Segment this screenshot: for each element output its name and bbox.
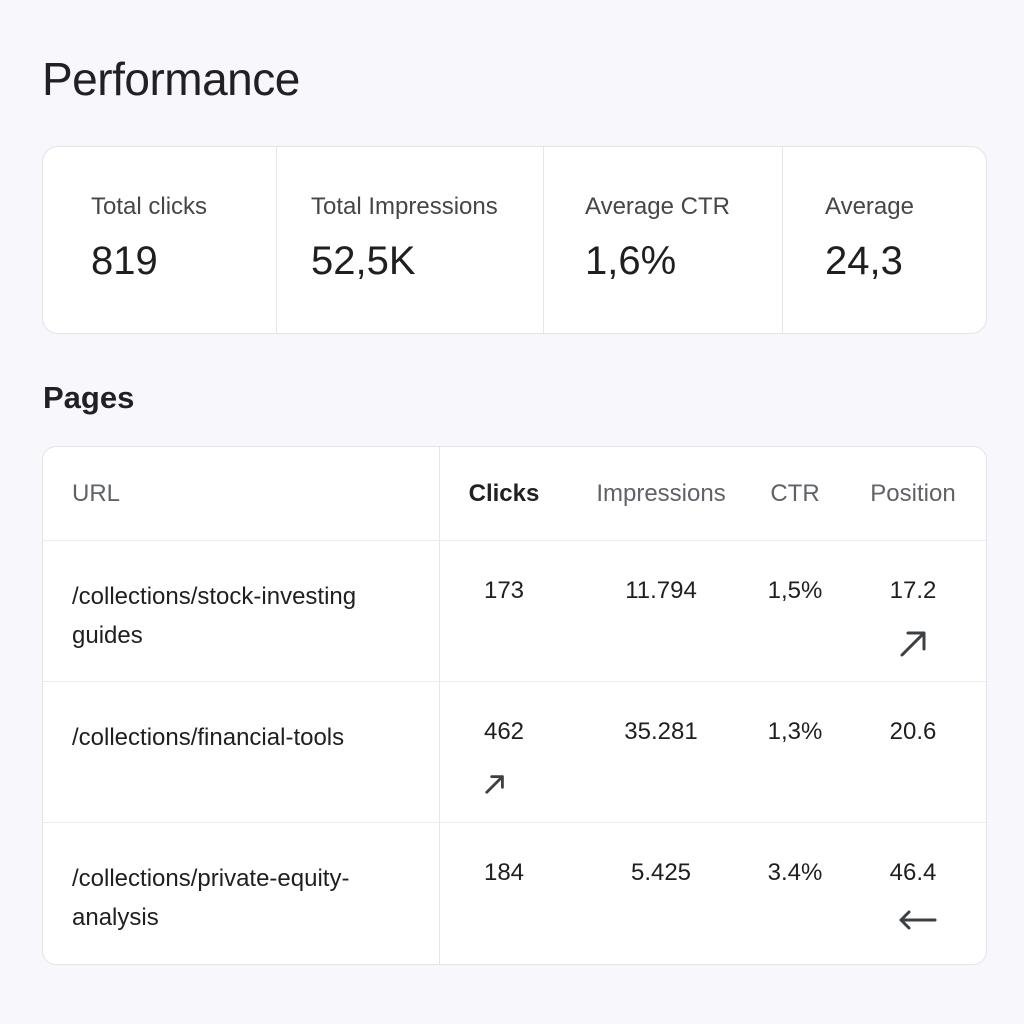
cell-url[interactable]: /collections/stock-investing guides <box>72 583 357 649</box>
metric-value: 24,3 <box>825 239 903 283</box>
cell-clicks: 462 <box>483 718 525 745</box>
arrow-left-icon <box>897 905 939 935</box>
table-row[interactable]: /collections/private-equity-analysis 184… <box>43 823 986 964</box>
cell-position: 46.4 <box>889 859 937 886</box>
metric-label: Total clicks <box>91 193 208 220</box>
page-title: Performance <box>42 53 300 105</box>
cell-url[interactable]: /collections/private-equity-analysis <box>72 865 350 931</box>
column-header-position[interactable]: Position <box>870 480 956 507</box>
pages-table: URL Clicks Impressions CTR Position /col… <box>42 446 987 965</box>
metric-total-clicks[interactable]: Total clicks 819 <box>43 147 277 333</box>
column-header-url[interactable]: URL <box>72 480 121 507</box>
metric-label: Average <box>825 193 914 220</box>
metric-label: Average CTR <box>585 193 730 220</box>
summary-metrics-card: Total clicks 819 Total Impressions 52,5K… <box>42 146 987 334</box>
cell-ctr: 3.4% <box>767 859 823 886</box>
metric-label: Total Impressions <box>311 193 498 220</box>
column-header-impressions[interactable]: Impressions <box>596 480 726 507</box>
table-header-row: URL Clicks Impressions CTR Position <box>43 447 986 541</box>
column-divider <box>439 447 440 964</box>
column-header-clicks[interactable]: Clicks <box>468 480 540 507</box>
cell-url[interactable]: /collections/financial-tools <box>72 724 345 751</box>
arrow-up-right-icon <box>481 770 509 798</box>
cell-ctr: 1,3% <box>767 718 823 745</box>
metric-average-position[interactable]: Average 24,3 <box>783 147 986 333</box>
cell-clicks: 173 <box>483 577 525 604</box>
metric-value: 819 <box>91 239 158 283</box>
table-row[interactable]: /collections/stock-investing guides 173 … <box>43 541 986 682</box>
cell-position: 20.6 <box>889 718 937 745</box>
cell-impressions: 35.281 <box>624 718 698 745</box>
arrow-up-right-icon <box>896 627 930 661</box>
cell-ctr: 1,5% <box>767 577 823 604</box>
cell-impressions: 5.425 <box>630 859 692 886</box>
cell-clicks: 184 <box>483 859 525 886</box>
cell-impressions: 11.794 <box>625 577 697 604</box>
table-row[interactable]: /collections/financial-tools 462 35.281 … <box>43 682 986 823</box>
pages-section-title: Pages <box>43 380 135 415</box>
cell-position: 17.2 <box>889 577 937 604</box>
metric-total-impressions[interactable]: Total Impressions 52,5K <box>277 147 544 333</box>
column-header-ctr[interactable]: CTR <box>770 480 820 507</box>
metric-value: 52,5K <box>311 239 416 283</box>
metric-average-ctr[interactable]: Average CTR 1,6% <box>544 147 783 333</box>
metric-value: 1,6% <box>585 239 677 283</box>
